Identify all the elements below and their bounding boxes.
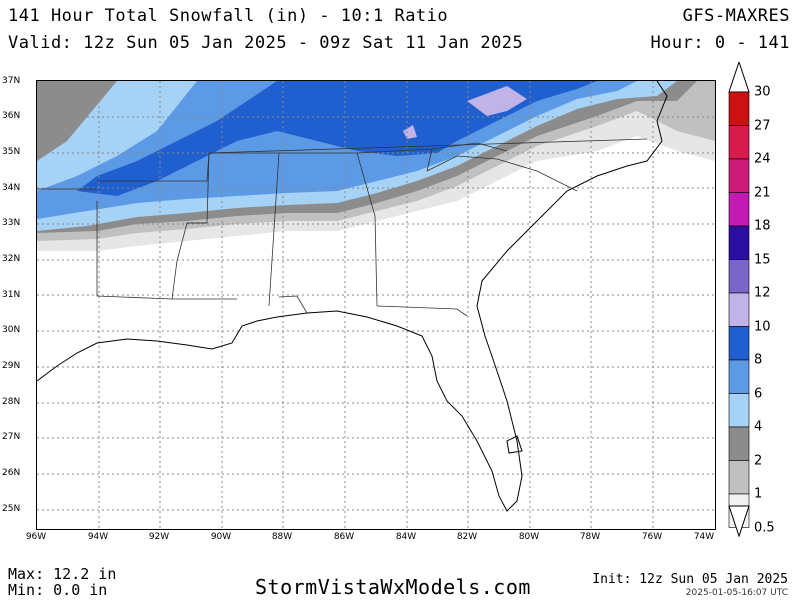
lat-label: 27N: [2, 432, 21, 442]
lon-label: 80W: [518, 532, 540, 542]
legend-label: 21: [754, 185, 771, 200]
hour-range: Hour: 0 - 141: [650, 33, 790, 53]
legend-label: 18: [754, 218, 771, 234]
lon-label: 82W: [456, 532, 478, 542]
legend-swatch: [728, 225, 750, 260]
legend-swatch: [728, 292, 750, 327]
legend-label: 8: [754, 352, 763, 368]
lon-label: 90W: [210, 532, 232, 542]
band-10in-b: [403, 125, 417, 139]
valid-time: Valid: 12z Sun 05 Jan 2025 - 09z Sat 11 …: [8, 33, 524, 53]
legend-swatch: [728, 326, 750, 361]
lat-label: 26N: [2, 468, 21, 478]
lat-label: 32N: [2, 254, 21, 264]
lat-label: 36N: [2, 111, 21, 121]
lat-label: 30N: [2, 325, 21, 335]
lat-label: 28N: [2, 397, 21, 407]
lon-label: 86W: [333, 532, 355, 542]
color-legend: [728, 62, 750, 566]
generated-timestamp: 2025-01-05-16:07 UTC: [685, 588, 788, 598]
legend-label: 24: [754, 151, 771, 167]
max-value: Max: 12.2 in: [8, 565, 117, 583]
lon-label: 96W: [25, 532, 47, 542]
legend-swatch: [728, 158, 750, 193]
legend-label: 4: [754, 419, 763, 435]
band-8in: [77, 81, 597, 196]
lat-label: 29N: [2, 361, 21, 371]
lat-label: 33N: [2, 218, 21, 228]
legend-swatch: [728, 393, 750, 428]
snowfall-map: [36, 80, 716, 530]
lat-lon-grid: [37, 81, 715, 529]
lat-label: 31N: [2, 290, 21, 300]
min-value: Min: 0.0 in: [8, 581, 108, 599]
legend-label: 2: [754, 453, 763, 468]
init-time: Init: 12z Sun 05 Jan 2025: [592, 572, 788, 587]
lon-label: 78W: [579, 532, 601, 542]
lon-label: 94W: [87, 532, 109, 542]
legend-swatch: [728, 426, 750, 461]
lat-label: 35N: [2, 147, 21, 157]
map-title: 141 Hour Total Snowfall (in) - 10:1 Rati…: [8, 6, 449, 26]
legend-label: 1: [754, 486, 763, 502]
legend-top-arrow: [728, 62, 750, 93]
lat-label: 25N: [2, 504, 21, 514]
lon-label: 84W: [395, 532, 417, 542]
lon-label: 88W: [271, 532, 293, 542]
legend-swatch: [728, 91, 750, 126]
lon-label: 76W: [641, 532, 663, 542]
lat-label: 34N: [2, 183, 21, 193]
lat-label: 37N: [2, 76, 21, 86]
site-watermark: StormVistaWxModels.com: [255, 575, 531, 599]
legend-swatch: [728, 359, 750, 394]
band-10in: [467, 86, 527, 116]
model-name: GFS-MAXRES: [682, 6, 790, 26]
legend-label: 0.5: [754, 520, 775, 535]
legend-swatch: [728, 259, 750, 294]
lon-label: 92W: [148, 532, 170, 542]
legend-swatch: [728, 125, 750, 160]
legend-label: 10: [754, 319, 771, 334]
legend-bar: [728, 62, 750, 538]
map-canvas: [37, 81, 715, 529]
legend-label: 15: [754, 252, 771, 267]
snowfall-shading: [37, 81, 715, 251]
lon-label: 74W: [693, 532, 715, 542]
legend-swatch: [728, 192, 750, 227]
legend-label: 30: [754, 84, 771, 100]
state-borders: [37, 138, 648, 317]
legend-label: 27: [754, 118, 771, 133]
legend-label: 12: [754, 285, 771, 301]
coastlines: [37, 81, 668, 512]
legend-bottom-arrow: [728, 505, 750, 538]
legend-swatch: [728, 460, 750, 495]
legend-label: 6: [754, 386, 763, 401]
